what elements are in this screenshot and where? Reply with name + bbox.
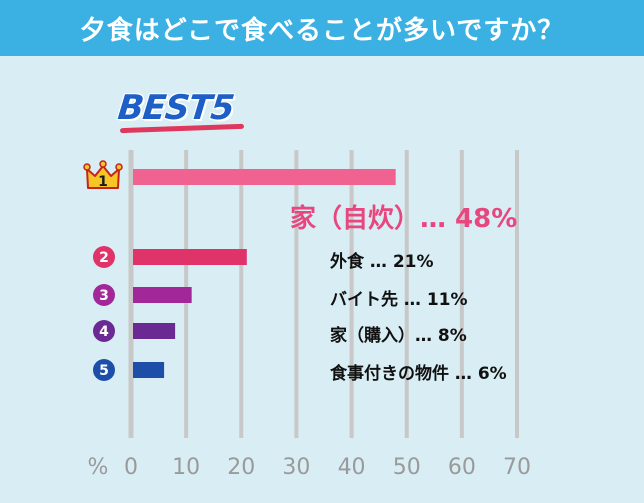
tick-label-60: 60	[448, 455, 476, 480]
rank-4-circle	[93, 320, 115, 342]
tick-label-10: 10	[172, 455, 200, 480]
bar-2	[133, 249, 247, 265]
rank-2-number: 2	[99, 250, 109, 266]
bar-label-3: バイト先 … 11%	[330, 290, 468, 310]
bar-label-5: 食事付きの物件 … 6%	[330, 364, 507, 384]
tick-label-20: 20	[227, 455, 255, 480]
rank-5-number: 5	[99, 363, 109, 379]
tick-label-0: 0	[124, 455, 138, 480]
rank-3-circle	[93, 284, 115, 306]
crown-jewel-1	[99, 160, 107, 168]
tick-label-50: 50	[393, 455, 421, 480]
header-banner: 夕食はどこで食べることが多いですか？	[0, 0, 644, 56]
rank-5-circle	[93, 359, 115, 381]
bar-label-4: 家（購入）… 8%	[330, 326, 467, 346]
bar-4	[133, 323, 176, 339]
bar-label-2: 外食 … 21%	[330, 252, 434, 272]
rank-4-number: 4	[99, 324, 109, 340]
crown-jewel-2	[115, 163, 123, 171]
bar-label-1: 家（自炊）… 48%	[290, 204, 518, 234]
bar-1	[133, 169, 396, 185]
rank-2-circle	[93, 246, 115, 268]
rank-1-number: 1	[98, 174, 108, 190]
bar-3	[133, 287, 192, 303]
crown-jewel-0	[83, 163, 91, 171]
tick-label-70: 70	[503, 455, 531, 480]
axis-unit-label: %	[88, 455, 109, 480]
tick-label-40: 40	[338, 455, 366, 480]
page-title: 夕食はどこで食べることが多いですか？	[79, 15, 565, 46]
tick-label-30: 30	[282, 455, 310, 480]
bar-5	[133, 362, 165, 378]
rank-3-number: 3	[99, 288, 109, 304]
